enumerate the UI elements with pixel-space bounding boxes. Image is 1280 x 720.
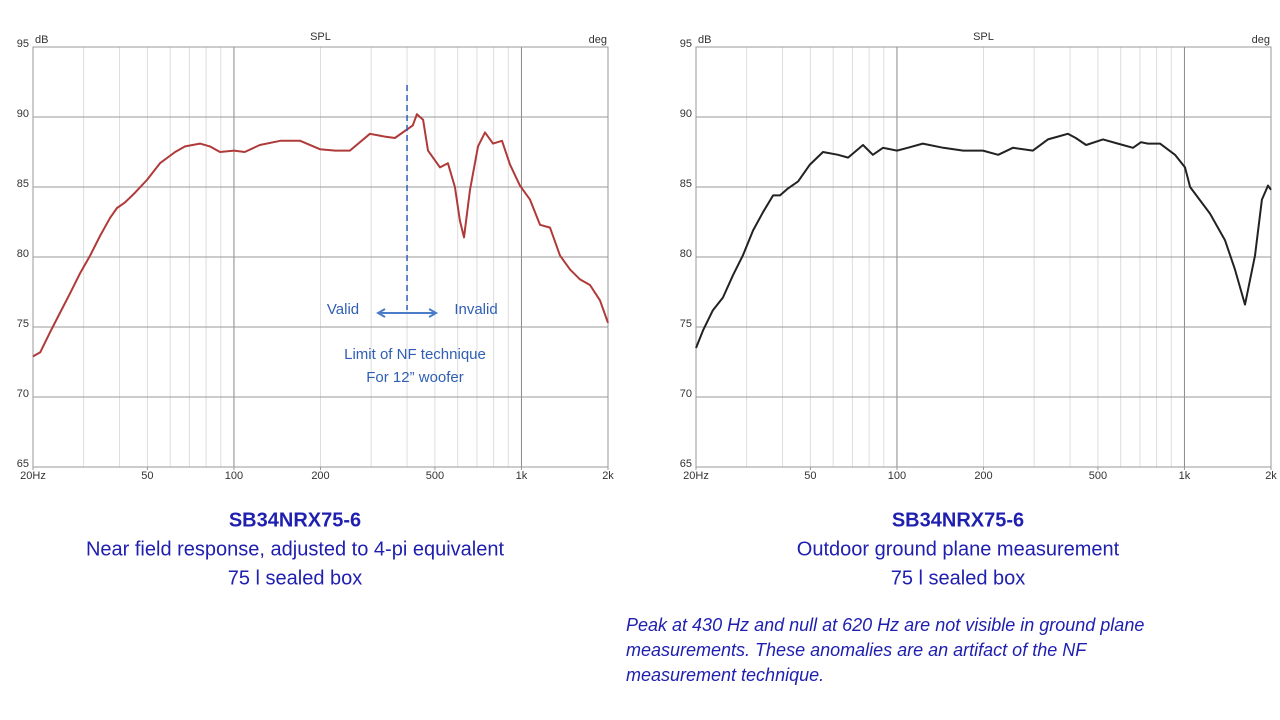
x-tick-label: 20Hz bbox=[20, 470, 46, 482]
y2-axis-label: deg bbox=[1252, 34, 1270, 46]
line-series bbox=[32, 113, 609, 358]
annotation: For 12” woofer bbox=[366, 369, 464, 386]
y-tick-label: 70 bbox=[680, 388, 692, 400]
x-tick-label: 2k bbox=[1265, 470, 1277, 482]
caption-title: SB34NRX75-6 bbox=[229, 509, 361, 531]
y-axis-label: dB bbox=[35, 34, 48, 46]
x-tick-label: 100 bbox=[888, 470, 906, 482]
note-line: measurement technique. bbox=[626, 665, 824, 685]
y-tick-label: 75 bbox=[680, 318, 692, 330]
y-tick-label: 85 bbox=[680, 178, 692, 190]
y-tick-label: 95 bbox=[17, 38, 29, 50]
x-tick-label: 20Hz bbox=[683, 470, 709, 482]
x-tick-label: 200 bbox=[311, 470, 329, 482]
y-tick-label: 90 bbox=[680, 108, 692, 120]
x-tick-label: 200 bbox=[974, 470, 992, 482]
y-tick-label: 95 bbox=[680, 38, 692, 50]
y-tick-label: 80 bbox=[680, 248, 692, 260]
note-line: measurements. These anomalies are an art… bbox=[626, 640, 1087, 660]
caption-title: SB34NRX75-6 bbox=[892, 509, 1024, 531]
y-tick-label: 80 bbox=[17, 248, 29, 260]
line-series bbox=[695, 132, 1272, 349]
y-tick-label: 85 bbox=[17, 178, 29, 190]
caption-line: Near field response, adjusted to 4-pi eq… bbox=[86, 538, 504, 560]
annotation: Valid bbox=[327, 301, 359, 318]
caption-line: Outdoor ground plane measurement bbox=[797, 538, 1120, 560]
chart-title: SPL bbox=[973, 31, 994, 43]
y-axis-label: dB bbox=[698, 34, 711, 46]
x-tick-label: 500 bbox=[426, 470, 444, 482]
x-tick-label: 100 bbox=[225, 470, 243, 482]
range-arrow bbox=[376, 308, 439, 318]
x-tick-label: 50 bbox=[141, 470, 153, 482]
y-tick-label: 65 bbox=[680, 458, 692, 470]
caption-line: 75 l sealed box bbox=[891, 567, 1026, 589]
x-tick-label: 2k bbox=[602, 470, 614, 482]
annotation: Invalid bbox=[454, 301, 497, 318]
x-tick-label: 50 bbox=[804, 470, 816, 482]
x-tick-label: 500 bbox=[1089, 470, 1107, 482]
note-line: Peak at 430 Hz and null at 620 Hz are no… bbox=[626, 615, 1144, 635]
y-tick-label: 90 bbox=[17, 108, 29, 120]
x-tick-label: 1k bbox=[516, 470, 528, 482]
caption-line: 75 l sealed box bbox=[228, 567, 363, 589]
chart-title: SPL bbox=[310, 31, 331, 43]
annotation: Limit of NF technique bbox=[344, 346, 486, 363]
x-tick-label: 1k bbox=[1179, 470, 1191, 482]
y-tick-label: 65 bbox=[17, 458, 29, 470]
y2-axis-label: deg bbox=[589, 34, 607, 46]
y-tick-label: 75 bbox=[17, 318, 29, 330]
y-tick-label: 70 bbox=[17, 388, 29, 400]
